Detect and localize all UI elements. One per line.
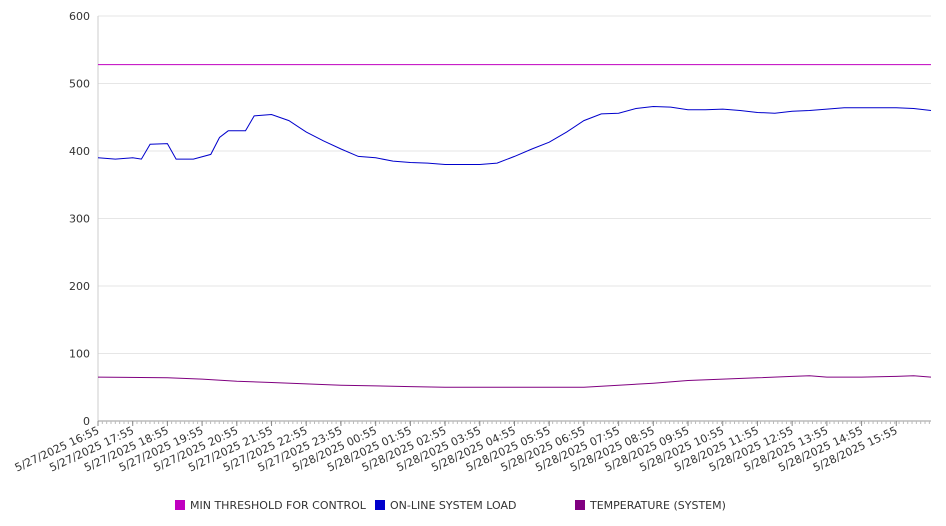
legend-item-1[interactable]: ON-LINE SYSTEM LOAD bbox=[375, 499, 516, 512]
y-tick-label: 100 bbox=[69, 348, 90, 361]
legend-swatch bbox=[175, 500, 185, 510]
series-line-1 bbox=[97, 105, 932, 165]
legend-label: TEMPERATURE (SYSTEM) bbox=[589, 499, 726, 512]
y-tick-label: 500 bbox=[69, 78, 90, 91]
legend-swatch bbox=[575, 500, 585, 510]
y-tick-label: 0 bbox=[83, 415, 90, 428]
legend-item-0[interactable]: MIN THRESHOLD FOR CONTROL bbox=[175, 499, 367, 512]
legend-label: MIN THRESHOLD FOR CONTROL bbox=[190, 499, 367, 512]
y-tick-label: 300 bbox=[69, 213, 90, 226]
y-axis-ticks: 0 100 200 300 400 500 600 bbox=[69, 10, 90, 428]
y-tick-label: 600 bbox=[69, 10, 90, 23]
grid bbox=[98, 15, 931, 422]
legend-swatch bbox=[375, 500, 385, 510]
y-tick-label: 400 bbox=[69, 145, 90, 158]
series-line-2 bbox=[97, 375, 932, 388]
y-tick-label: 200 bbox=[69, 280, 90, 293]
legend-item-2[interactable]: TEMPERATURE (SYSTEM) bbox=[575, 499, 726, 512]
axes bbox=[97, 16, 931, 424]
legend: MIN THRESHOLD FOR CONTROL ON-LINE SYSTEM … bbox=[175, 499, 726, 512]
x-axis-ticks: 5/27/2025 16:555/27/2025 17:555/27/2025 … bbox=[13, 421, 900, 474]
legend-label: ON-LINE SYSTEM LOAD bbox=[390, 499, 516, 512]
series-lines bbox=[97, 64, 932, 388]
